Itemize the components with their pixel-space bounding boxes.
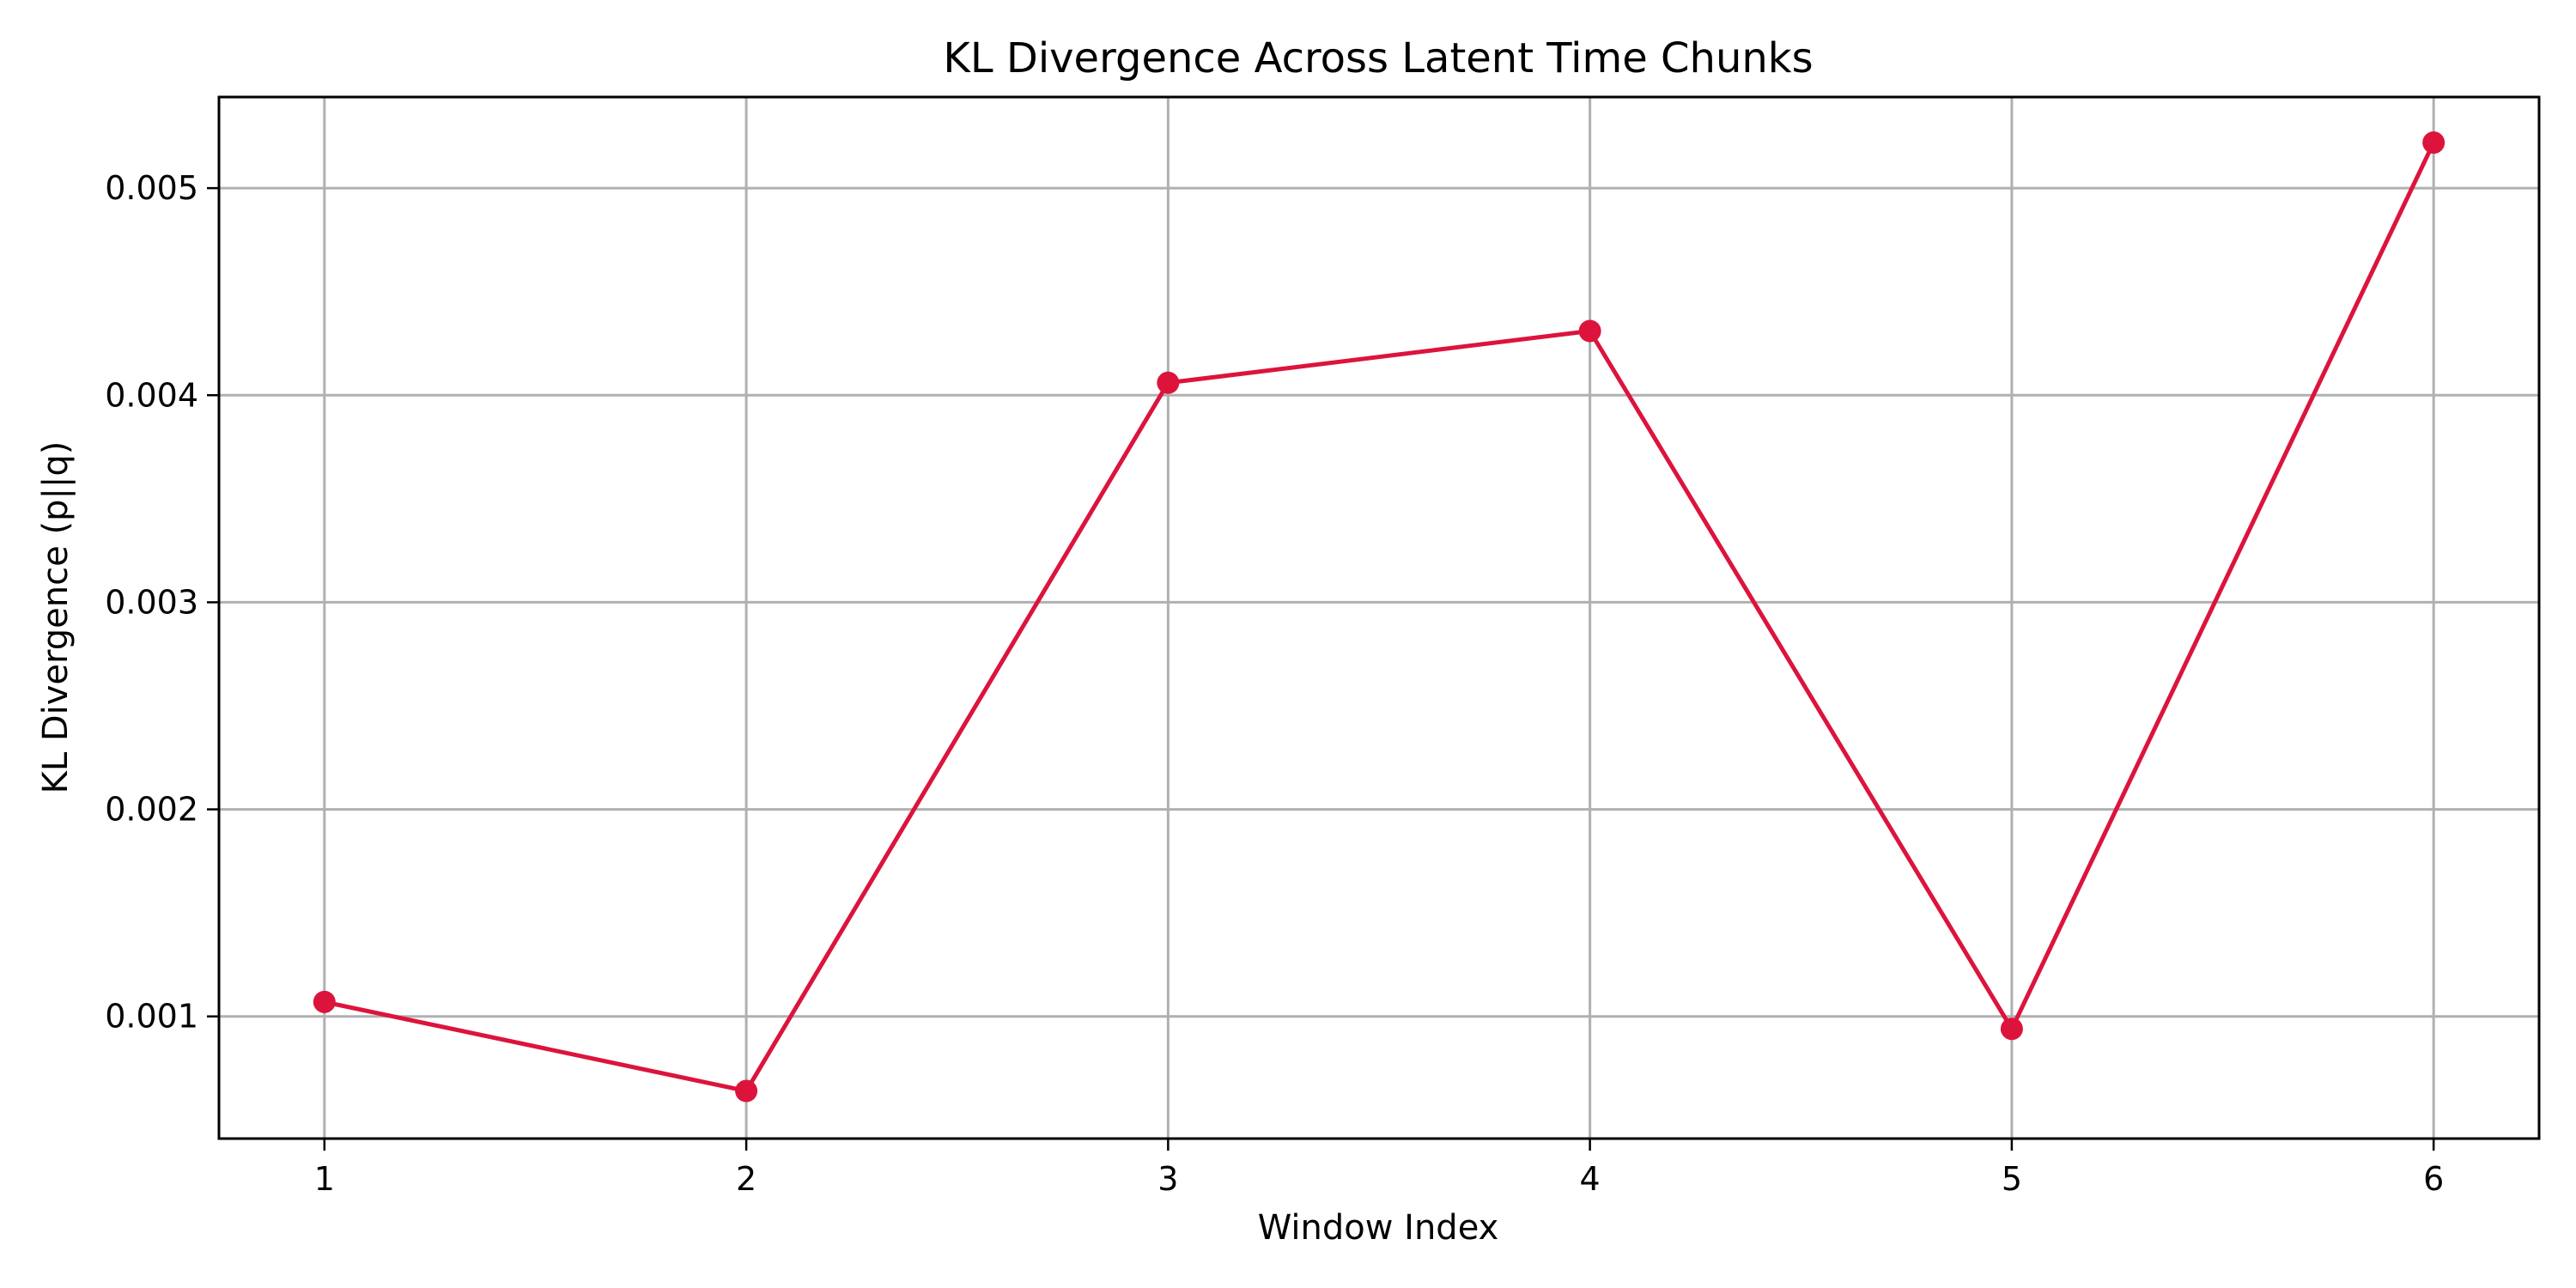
plot-frame xyxy=(217,95,2541,1140)
series-layer xyxy=(313,131,2445,1103)
x-tick-label: 2 xyxy=(736,1160,756,1198)
data-point xyxy=(313,990,336,1013)
y-tick-label: 0.003 xyxy=(105,583,198,621)
y-tick-label: 0.002 xyxy=(105,791,198,829)
x-tick-label: 6 xyxy=(2423,1160,2444,1198)
y-tick-label: 0.004 xyxy=(105,376,198,414)
ticks: 1 2 3 4 5 6 0.001 0.002 0.003 0.004 0.005 xyxy=(105,169,2444,1198)
data-point xyxy=(2000,1018,2023,1041)
chart-title: KL Divergence Across Latent Time Chunks xyxy=(943,34,1813,82)
data-point xyxy=(1578,319,1601,343)
x-tick-label: 5 xyxy=(2002,1160,2022,1198)
series-line xyxy=(324,141,2436,1094)
y-axis-label: KL Divergence (p||q) xyxy=(36,441,76,794)
data-point xyxy=(735,1079,758,1103)
x-tick-label: 4 xyxy=(1580,1160,1601,1198)
x-tick-label: 3 xyxy=(1157,1160,1178,1198)
y-tick-label: 0.005 xyxy=(105,169,198,207)
data-point xyxy=(1157,371,1180,394)
x-axis-label: Window Index xyxy=(1258,1208,1499,1248)
y-tick-label: 0.001 xyxy=(105,998,198,1036)
grid xyxy=(219,97,2539,1139)
data-point xyxy=(2422,131,2445,155)
x-tick-label: 1 xyxy=(314,1160,335,1198)
